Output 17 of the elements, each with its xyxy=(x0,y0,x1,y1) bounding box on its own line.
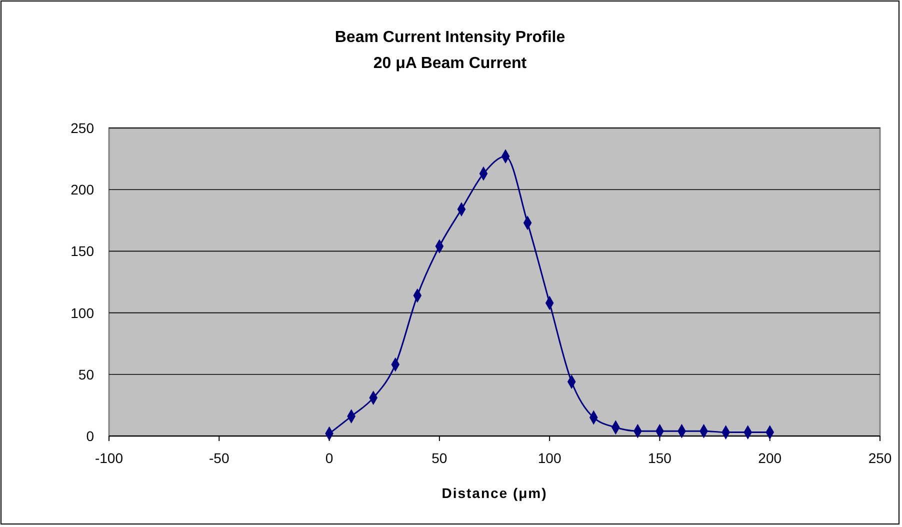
x-axis-title: Distance (μm) xyxy=(442,485,548,501)
y-tick-label: 150 xyxy=(70,243,94,260)
x-tick-label: 0 xyxy=(325,450,334,466)
chart-title: Beam Current Intensity Profile xyxy=(334,29,566,46)
x-tick-label: 250 xyxy=(868,450,892,466)
x-tick-label: 100 xyxy=(538,450,562,466)
chart-subtitle: 20 μA Beam Current xyxy=(373,55,528,72)
y-tick-label: 0 xyxy=(86,428,94,444)
y-tick-label: 100 xyxy=(70,304,94,321)
x-tick-label: 50 xyxy=(432,450,448,466)
y-tick-label: 200 xyxy=(70,182,94,198)
x-tick-label: 200 xyxy=(758,450,782,466)
x-tick-label: -50 xyxy=(209,450,230,466)
x-tick-label: -100 xyxy=(94,450,124,466)
y-tick-label: 250 xyxy=(70,120,94,136)
x-tick-label: 150 xyxy=(648,450,672,466)
y-tick-label: 50 xyxy=(78,366,94,382)
